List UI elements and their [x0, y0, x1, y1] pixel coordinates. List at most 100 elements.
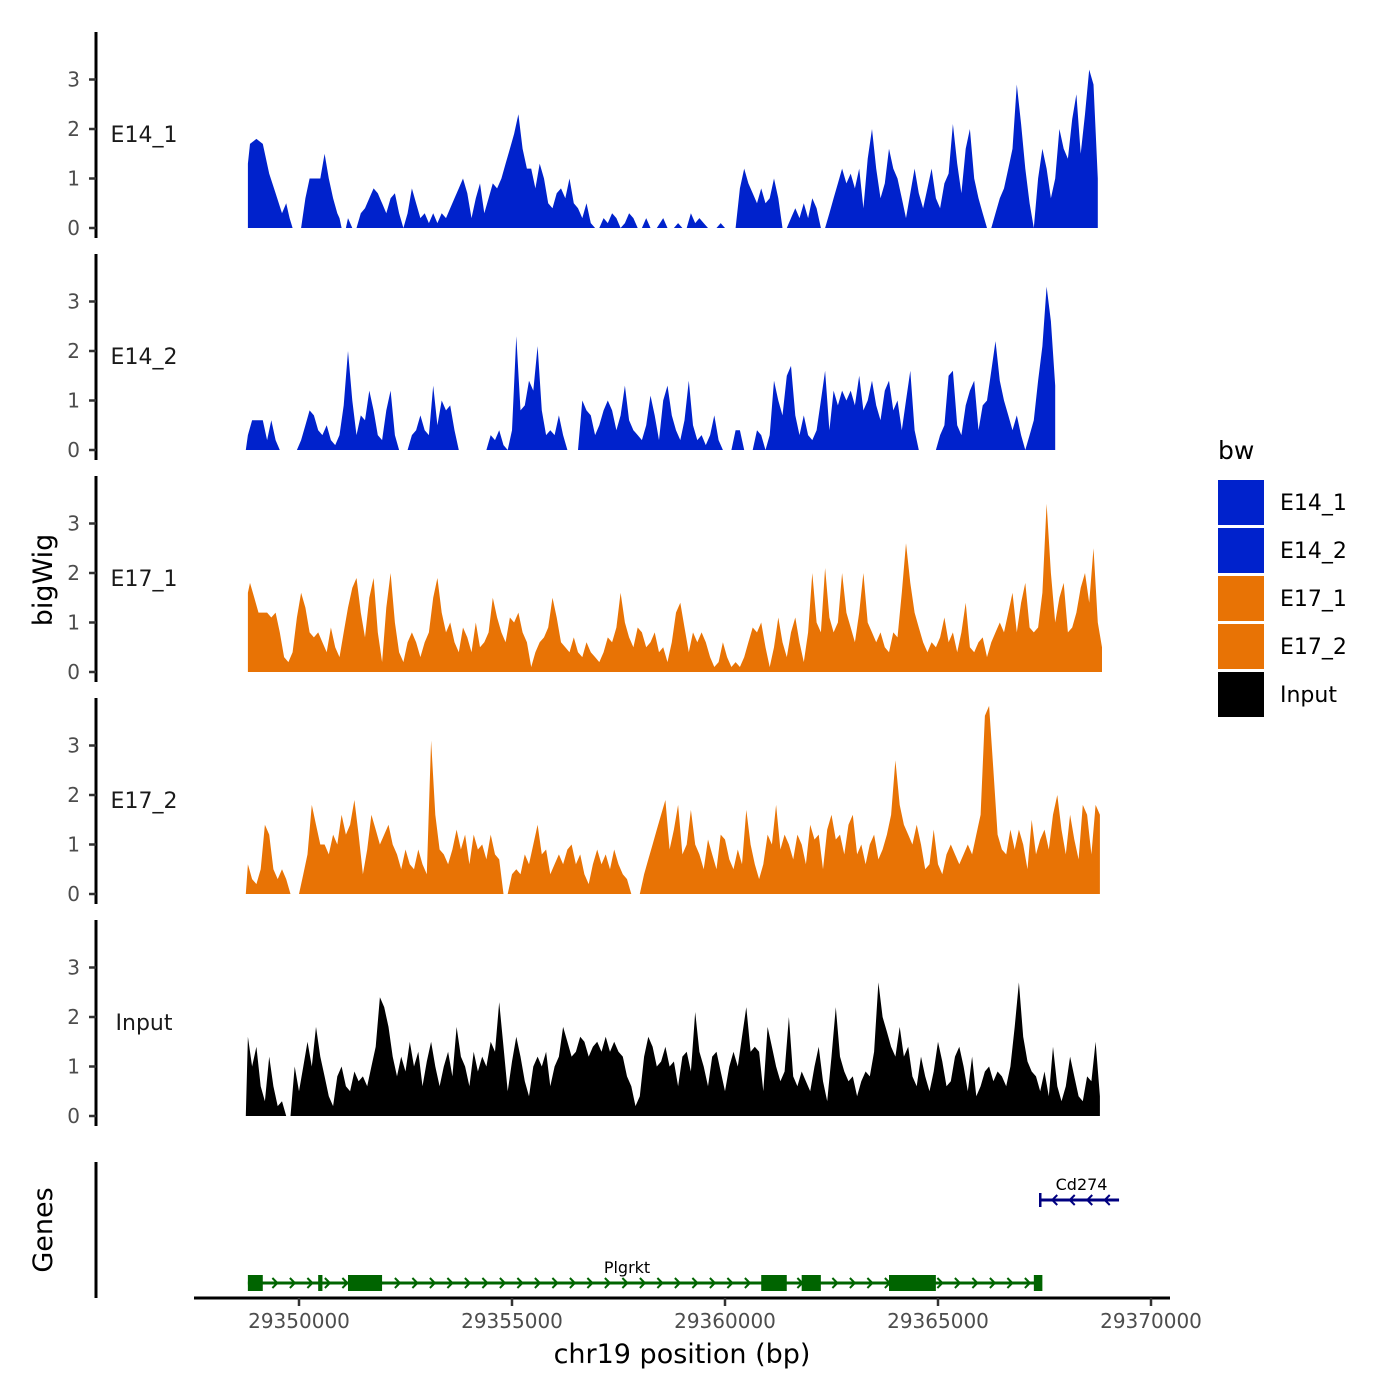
- legend-entry-E14_1: E14_1: [1218, 480, 1347, 525]
- y-tick-label: 1: [67, 611, 80, 635]
- legend-swatch: [1218, 576, 1264, 621]
- y-tick-label: 1: [67, 1055, 80, 1079]
- strand-arrow: [621, 1277, 629, 1289]
- coverage-area-E17_2: [245, 705, 1100, 894]
- coverage-area-Input: [245, 982, 1100, 1116]
- legend-swatch: [1218, 624, 1264, 669]
- strand-arrow: [481, 1277, 489, 1289]
- strand-arrow: [429, 1277, 437, 1289]
- strand-arrow: [1050, 1194, 1058, 1206]
- y-tick-label: 1: [67, 167, 80, 191]
- gene-Plgrkt: Plgrkt: [247, 1258, 1043, 1291]
- legend-swatch: [1218, 672, 1264, 717]
- track-E17_2: 0 1 2 3 E17_2: [67, 698, 1100, 906]
- strand-arrow: [1068, 1194, 1076, 1206]
- strand-arrow: [849, 1277, 857, 1289]
- strand-arrow: [1085, 1194, 1093, 1206]
- exon-block: [318, 1275, 323, 1291]
- coverage-area-E14_1: [247, 69, 1098, 228]
- exon-block: [1033, 1275, 1043, 1291]
- y-tick-label: 3: [67, 956, 80, 980]
- exon-block: [247, 1275, 263, 1291]
- exon-block: [347, 1275, 383, 1291]
- track-label: E14_1: [111, 123, 178, 148]
- x-tick-label: 29360000: [674, 1309, 776, 1333]
- y-tick-label: 0: [67, 660, 80, 684]
- legend-title: bw: [1218, 436, 1254, 465]
- strand-arrow: [411, 1277, 419, 1289]
- strand-arrow: [989, 1277, 997, 1289]
- track-label: E17_1: [111, 567, 178, 592]
- track-label: E17_2: [111, 789, 178, 814]
- legend: bw E14_1 E14_2 E17_1 E17_2 Input: [1218, 436, 1347, 717]
- track-label: Input: [116, 1011, 173, 1036]
- strand-arrow: [866, 1277, 874, 1289]
- gene-label: Cd274: [1056, 1175, 1108, 1194]
- strand-arrow: [954, 1277, 962, 1289]
- y-tick-label: 1: [67, 389, 80, 413]
- strand-arrow: [324, 1277, 332, 1289]
- strand-arrow: [691, 1277, 699, 1289]
- legend-label: E14_1: [1280, 491, 1347, 516]
- track-E14_2: 0 1 2 3 E14_2: [67, 254, 1056, 462]
- strand-arrow: [446, 1277, 454, 1289]
- strand-arrow: [306, 1277, 314, 1289]
- strand-arrow: [1006, 1277, 1014, 1289]
- strand-arrow: [639, 1277, 647, 1289]
- y-tick-label: 3: [67, 512, 80, 536]
- genes-group: Plgrkt Cd274: [247, 1175, 1120, 1291]
- track-E14_1: 0 1 2 3 E14_1: [67, 32, 1098, 240]
- x-tick-label: 29355000: [461, 1309, 563, 1333]
- strand-arrow: [516, 1277, 524, 1289]
- strand-arrow: [551, 1277, 559, 1289]
- legend-entry-Input: Input: [1218, 672, 1337, 717]
- strand-arrow: [534, 1277, 542, 1289]
- strand-arrow: [936, 1277, 944, 1289]
- strand-arrow: [586, 1277, 594, 1289]
- y-tick-label: 3: [67, 68, 80, 92]
- y-tick-label: 2: [67, 783, 80, 807]
- y-tick-label: 0: [67, 1104, 80, 1128]
- x-axis-title: chr19 position (bp): [554, 1339, 811, 1370]
- y-tick-label: 0: [67, 882, 80, 906]
- exon-block: [889, 1275, 936, 1291]
- y-tick-label: 2: [67, 561, 80, 585]
- tracks-group: 0 1 2 3 E14_1 0 1 2 3 E14_2 0 1 2 3 E17_1 0 1 2 3 E17_2 0 1 2 3…: [67, 32, 1102, 1128]
- strand-arrow: [831, 1277, 839, 1289]
- x-tick-label: 29370000: [1100, 1309, 1202, 1333]
- x-axis: 29350000 29355000 29360000 29365000 29370000: [194, 1296, 1202, 1333]
- y-tick-label: 0: [67, 216, 80, 240]
- strand-arrow: [726, 1277, 734, 1289]
- coverage-area-E17_1: [247, 503, 1102, 672]
- strand-arrow: [1024, 1277, 1032, 1289]
- y-tick-label: 2: [67, 339, 80, 363]
- y-tick-label: 3: [67, 290, 80, 314]
- strand-arrow: [744, 1277, 752, 1289]
- legend-swatch: [1218, 528, 1264, 573]
- exon-block: [801, 1275, 821, 1291]
- y-tick-label: 2: [67, 117, 80, 141]
- strand-arrow: [674, 1277, 682, 1289]
- strand-arrow: [709, 1277, 717, 1289]
- coverage-area-E14_2: [245, 286, 1056, 450]
- strand-arrow: [569, 1277, 577, 1289]
- legend-label: E17_1: [1280, 587, 1347, 612]
- strand-arrow: [271, 1277, 279, 1289]
- y-tick-label: 0: [67, 438, 80, 462]
- y-tick-label: 3: [67, 734, 80, 758]
- legend-label: E14_2: [1280, 539, 1347, 564]
- strand-arrow: [464, 1277, 472, 1289]
- strand-arrow: [341, 1277, 349, 1289]
- legend-label: E17_2: [1280, 635, 1347, 660]
- strand-arrow: [656, 1277, 664, 1289]
- genes-axis-label: Genes: [28, 1187, 59, 1272]
- strand-arrow: [971, 1277, 979, 1289]
- gene-Cd274: Cd274: [1038, 1175, 1120, 1207]
- x-tick-label: 29365000: [887, 1309, 989, 1333]
- strand-arrow: [394, 1277, 402, 1289]
- track-Input: 0 1 2 3 Input: [67, 920, 1100, 1128]
- strand-arrow: [1103, 1194, 1111, 1206]
- y-axis-title: bigWig: [28, 534, 59, 627]
